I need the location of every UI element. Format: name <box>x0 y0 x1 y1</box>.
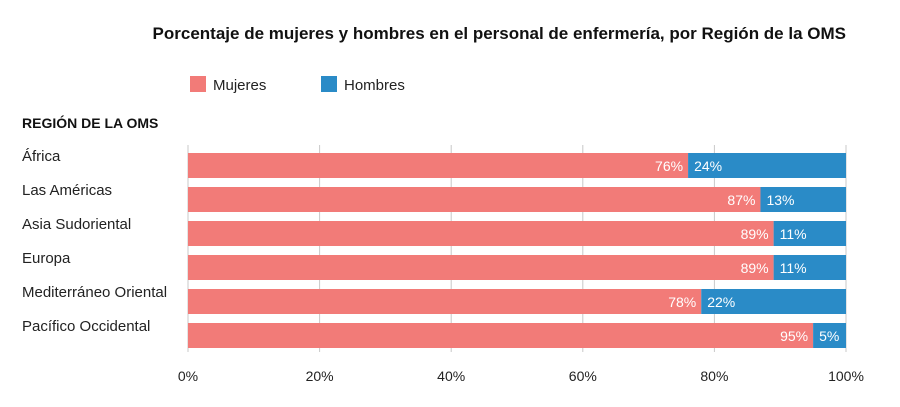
bar-hombres <box>688 153 846 178</box>
legend-swatch-mujeres <box>190 76 206 92</box>
data-label: 11% <box>780 226 807 242</box>
data-label: 22% <box>707 294 735 310</box>
data-label: 78% <box>668 294 696 310</box>
category-label: Mediterráneo Oriental <box>22 284 167 301</box>
chart-title: Porcentaje de mujeres y hombres en el pe… <box>153 24 846 43</box>
data-label: 13% <box>766 192 794 208</box>
category-header: REGIÓN DE LA OMS <box>22 114 158 131</box>
bar-mujeres <box>188 221 774 246</box>
data-label: 89% <box>741 260 769 276</box>
legend: Mujeres Hombres <box>190 76 405 94</box>
bar-hombres <box>813 323 846 348</box>
category-label: Asia Sudoriental <box>22 216 131 233</box>
bar-hombres <box>773 255 846 280</box>
x-tick-label: 60% <box>569 368 597 384</box>
x-tick-label: 100% <box>828 368 864 384</box>
legend-label-mujeres: Mujeres <box>213 77 266 94</box>
data-label: 76% <box>655 158 683 174</box>
category-label: Europa <box>22 250 71 267</box>
bar-hombres <box>773 221 846 246</box>
bar-mujeres <box>188 153 689 178</box>
bar-mujeres <box>188 255 774 280</box>
x-tick-label: 80% <box>700 368 728 384</box>
bar-mujeres <box>188 187 761 212</box>
x-tick-label: 20% <box>306 368 334 384</box>
x-tick-label: 40% <box>437 368 465 384</box>
data-label: 11% <box>780 260 807 276</box>
data-label: 87% <box>727 192 755 208</box>
bar-hombres <box>760 187 846 212</box>
bar-mujeres <box>188 289 702 314</box>
category-label: África <box>22 148 61 165</box>
category-label: Pacífico Occidental <box>22 318 150 335</box>
category-label: Las Américas <box>22 182 112 199</box>
data-label: 89% <box>741 226 769 242</box>
bar-mujeres <box>188 323 814 348</box>
data-label: 5% <box>819 328 839 344</box>
legend-label-hombres: Hombres <box>344 77 405 94</box>
x-tick-label: 0% <box>178 368 198 384</box>
bar-hombres <box>701 289 846 314</box>
legend-swatch-hombres <box>321 76 337 92</box>
data-label: 95% <box>780 328 808 344</box>
data-label: 24% <box>694 158 722 174</box>
